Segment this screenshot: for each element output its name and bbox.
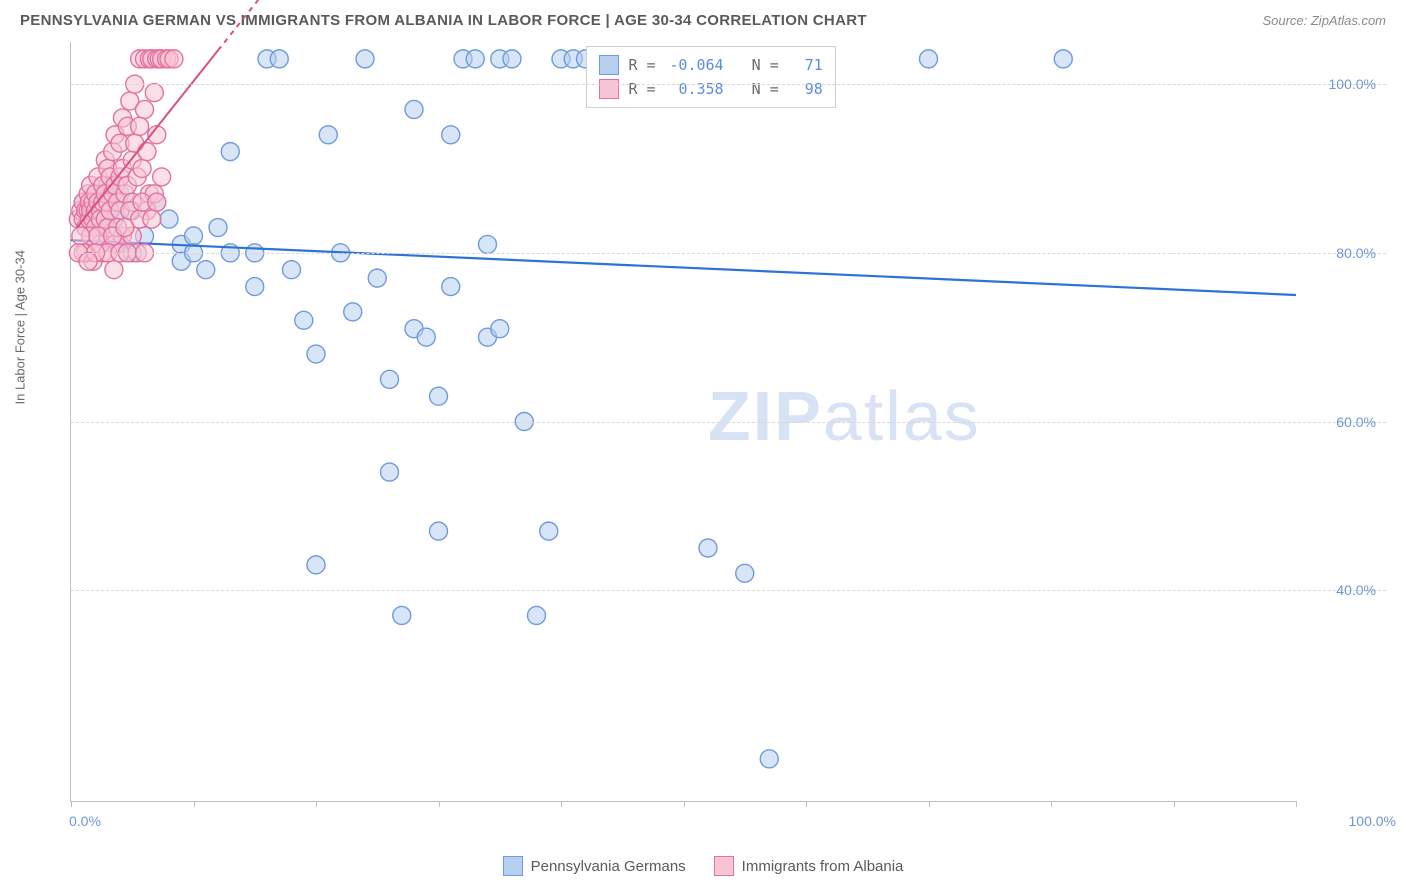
data-point [138, 143, 156, 161]
x-tick [1174, 801, 1175, 807]
x-tick [806, 801, 807, 807]
data-point [307, 345, 325, 363]
legend-swatch [599, 55, 619, 75]
legend-swatch [714, 856, 734, 876]
data-point [133, 160, 151, 178]
data-point [246, 278, 264, 296]
stat-n-value: 98 [789, 80, 823, 98]
stat-r-label: R = [629, 56, 656, 74]
data-point [430, 387, 448, 405]
data-point [131, 117, 149, 135]
data-point [307, 556, 325, 574]
data-point [116, 219, 134, 237]
y-axis-label: In Labor Force | Age 30-34 [13, 250, 28, 404]
data-point [143, 210, 161, 228]
data-point [491, 320, 509, 338]
data-point [136, 100, 154, 118]
data-point [283, 261, 301, 279]
legend-label: Pennsylvania Germans [531, 858, 686, 875]
x-tick-label-max: 100.0% [1349, 813, 1396, 829]
data-point [466, 50, 484, 68]
gridline-h [71, 422, 1386, 423]
data-point [197, 261, 215, 279]
data-point [417, 328, 435, 346]
data-point [319, 126, 337, 144]
legend-stats-row: R = 0.358 N = 98 [599, 77, 823, 101]
data-point [540, 522, 558, 540]
legend-swatch [599, 79, 619, 99]
stat-n-label: N = [734, 56, 779, 74]
stat-n-value: 71 [789, 56, 823, 74]
data-point [368, 269, 386, 287]
x-tick [561, 801, 562, 807]
gridline-h [71, 590, 1386, 591]
stat-r-value: -0.064 [666, 56, 724, 74]
gridline-h [71, 84, 1386, 85]
data-point [160, 210, 178, 228]
x-tick [1296, 801, 1297, 807]
x-tick [929, 801, 930, 807]
bottom-legend: Pennsylvania Germans Immigrants from Alba… [0, 856, 1406, 876]
y-tick-label: 40.0% [1336, 582, 1376, 598]
x-tick [316, 801, 317, 807]
data-point [79, 252, 97, 270]
data-point [145, 84, 163, 102]
data-point [442, 126, 460, 144]
gridline-h [71, 253, 1386, 254]
data-point [381, 463, 399, 481]
legend-stats-row: R = -0.064 N = 71 [599, 53, 823, 77]
data-point [105, 261, 123, 279]
stat-n-label: N = [734, 80, 779, 98]
data-point [344, 303, 362, 321]
data-point [405, 100, 423, 118]
data-point [221, 143, 239, 161]
plot-area: ZIPatlas R =-0.064 N =71R =0.358 N =98 4… [70, 42, 1296, 802]
data-point [920, 50, 938, 68]
data-point [148, 193, 166, 211]
y-tick-label: 60.0% [1336, 414, 1376, 430]
legend-stats-box: R = -0.064 N = 71 R = 0.358 N = 98 [586, 46, 836, 108]
data-point [381, 370, 399, 388]
x-tick [1051, 801, 1052, 807]
data-point [72, 227, 90, 245]
chart-container: In Labor Force | Age 30-34 ZIPatlas R =-… [50, 42, 1386, 832]
stat-r-value: 0.358 [666, 80, 724, 98]
data-point [736, 564, 754, 582]
data-point [503, 50, 521, 68]
x-tick [439, 801, 440, 807]
chart-header: PENNSYLVANIA GERMAN VS IMMIGRANTS FROM A… [0, 0, 1406, 37]
data-point [430, 522, 448, 540]
stat-r-label: R = [629, 80, 656, 98]
data-point [1054, 50, 1072, 68]
data-point [165, 50, 183, 68]
legend-item: Immigrants from Albania [714, 856, 904, 876]
data-point [442, 278, 460, 296]
data-point [699, 539, 717, 557]
data-point [295, 311, 313, 329]
data-point [356, 50, 374, 68]
data-point [153, 168, 171, 186]
x-tick-label-min: 0.0% [69, 813, 101, 829]
data-point [185, 227, 203, 245]
data-point [393, 606, 411, 624]
chart-source: Source: ZipAtlas.com [1262, 13, 1386, 28]
x-tick [684, 801, 685, 807]
x-tick [194, 801, 195, 807]
data-point [479, 235, 497, 253]
y-tick-label: 80.0% [1336, 245, 1376, 261]
data-point [528, 606, 546, 624]
y-tick-label: 100.0% [1329, 76, 1376, 92]
x-tick [71, 801, 72, 807]
data-point [270, 50, 288, 68]
legend-label: Immigrants from Albania [742, 858, 904, 875]
chart-title: PENNSYLVANIA GERMAN VS IMMIGRANTS FROM A… [20, 12, 867, 29]
data-point [760, 750, 778, 768]
legend-swatch [503, 856, 523, 876]
data-point [209, 219, 227, 237]
legend-item: Pennsylvania Germans [503, 856, 686, 876]
